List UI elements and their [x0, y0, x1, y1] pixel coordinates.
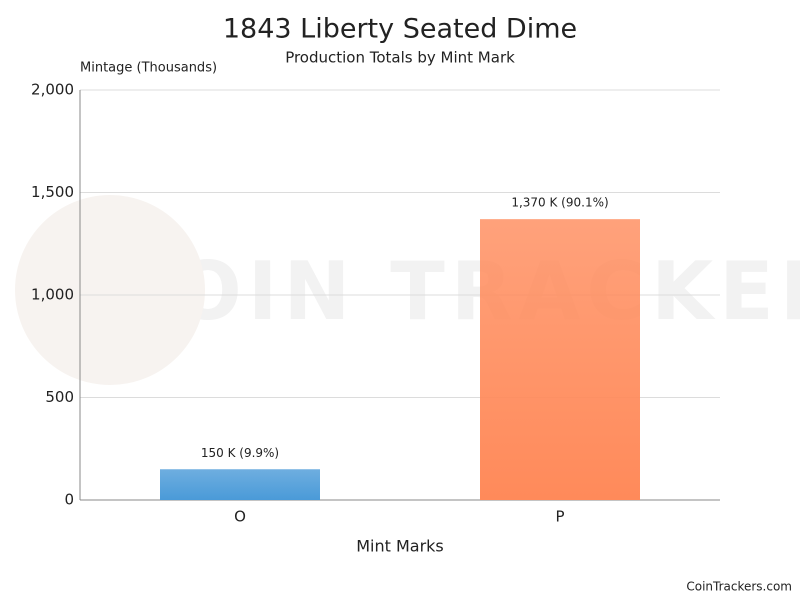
y-tick-label: 0	[64, 491, 74, 509]
y-axis-label: Mintage (Thousands)	[80, 61, 217, 76]
bar	[480, 219, 640, 500]
value-label: 150 K (9.9%)	[201, 446, 279, 460]
y-tick-label: 1,500	[31, 183, 74, 201]
chart-title: 1843 Liberty Seated Dime	[223, 14, 577, 45]
watermark-logo	[15, 195, 205, 385]
source: CoinTrackers.com	[686, 580, 792, 594]
y-tick-label: 500	[45, 388, 74, 406]
chart-subtitle: Production Totals by Mint Mark	[285, 49, 515, 67]
y-tick-label: 1,000	[31, 286, 74, 304]
y-tick-label: 2,000	[31, 81, 74, 99]
x-axis-label: Mint Marks	[356, 537, 444, 556]
bar	[160, 469, 320, 500]
watermark: COIN TRACKERS	[109, 245, 800, 338]
x-tick-label: O	[234, 508, 246, 526]
x-tick-label: P	[555, 508, 564, 526]
value-label: 1,370 K (90.1%)	[511, 196, 608, 210]
